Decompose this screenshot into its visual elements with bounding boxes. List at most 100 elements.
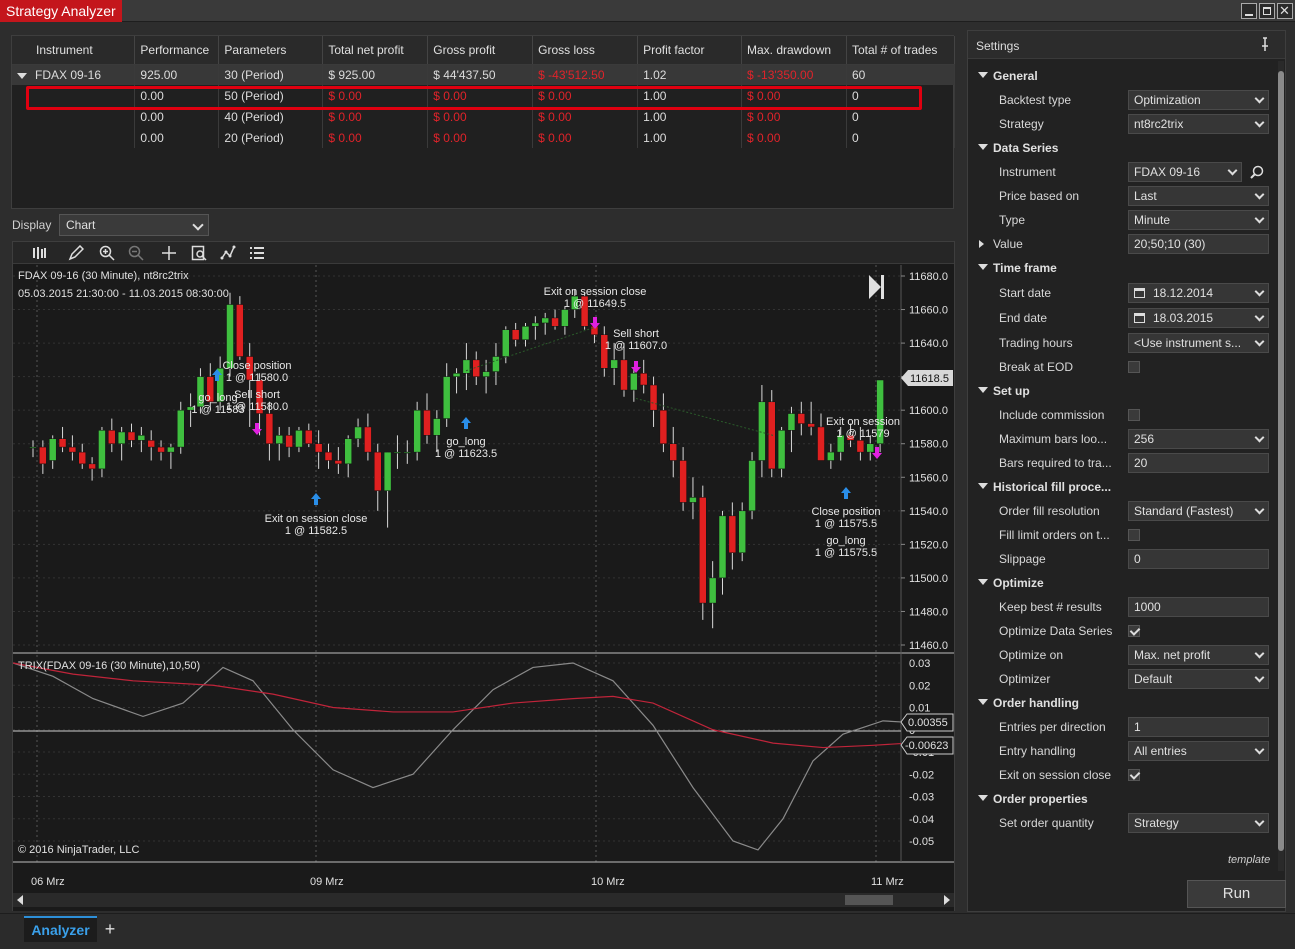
candle-body [876, 379, 884, 444]
property-input[interactable]: 20;50;10 (30) [1128, 234, 1269, 254]
category-label[interactable]: Time frame [993, 261, 1057, 275]
expand-triangle-icon[interactable] [17, 72, 27, 79]
collapse-triangle-icon[interactable] [978, 483, 988, 489]
net-profit-cell: $ 0.00 [322, 127, 429, 148]
close-button[interactable]: ✕ [1277, 3, 1293, 19]
property-select[interactable]: Standard (Fastest) [1128, 501, 1269, 521]
property-select[interactable]: <Use instrument s... [1128, 333, 1269, 353]
performance-cell: 0.00 [134, 85, 220, 106]
collapse-triangle-icon[interactable] [978, 264, 988, 270]
property-checkbox[interactable] [1128, 529, 1140, 541]
run-button[interactable]: Run [1187, 880, 1286, 908]
strategies-icon[interactable] [220, 245, 236, 261]
zoom-in-icon[interactable] [99, 245, 115, 261]
pin-icon[interactable] [1260, 37, 1270, 54]
category-label[interactable]: Set up [993, 384, 1030, 398]
maximize-button[interactable] [1259, 3, 1275, 19]
calendar-icon[interactable] [1134, 313, 1145, 323]
candle-body [305, 430, 313, 444]
property-select[interactable]: Default [1128, 669, 1269, 689]
property-input[interactable]: 0 [1128, 549, 1269, 569]
pencil-icon[interactable] [68, 244, 85, 261]
x-tick-label: 09 Mrz [310, 876, 344, 888]
col-total-trades[interactable]: Total # of trades [846, 36, 956, 65]
collapse-triangle-icon[interactable] [978, 144, 988, 150]
property-label: Bars required to tra... [999, 456, 1112, 470]
property-checkbox[interactable] [1128, 625, 1140, 637]
col-gross-profit[interactable]: Gross profit [427, 36, 534, 65]
col-instrument[interactable]: Instrument [12, 36, 136, 65]
search-icon[interactable] [1250, 165, 1264, 182]
property-select[interactable]: 256 [1128, 429, 1269, 449]
property-checkbox[interactable] [1128, 409, 1140, 421]
minimize-button[interactable] [1241, 3, 1257, 19]
col-gross-loss[interactable]: Gross loss [532, 36, 639, 65]
collapse-triangle-icon[interactable] [978, 72, 988, 78]
table-row[interactable]: 0.00 40 (Period) $ 0.00 $ 0.00 $ 0.00 1.… [12, 106, 956, 127]
property-select[interactable]: Minute [1128, 210, 1269, 230]
candlestick-series [29, 289, 884, 629]
collapse-triangle-icon[interactable] [978, 795, 988, 801]
property-input[interactable]: 20 [1128, 453, 1269, 473]
property-select[interactable]: Max. net profit [1128, 645, 1269, 665]
col-parameters[interactable]: Parameters [218, 36, 324, 65]
property-select[interactable]: Optimization [1128, 90, 1269, 110]
gross-loss-cell: $ -43'512.50 [532, 64, 639, 85]
category-label[interactable]: Data Series [993, 141, 1059, 155]
trix-tick-label: -0.04 [909, 814, 934, 826]
property-select[interactable]: FDAX 09-16 [1128, 162, 1242, 182]
property-select[interactable]: 18.03.2015 [1128, 308, 1269, 328]
table-row[interactable]: 0.00 20 (Period) $ 0.00 $ 0.00 $ 0.00 1.… [12, 127, 956, 148]
property-label: Type [999, 213, 1026, 227]
col-performance[interactable]: Performance [134, 36, 220, 65]
display-select[interactable]: Chart [59, 214, 209, 236]
property-input[interactable]: 1000 [1128, 597, 1269, 617]
settings-scrollbar[interactable] [1278, 61, 1284, 871]
crosshair-icon[interactable] [161, 245, 177, 261]
chart-panel[interactable]: Exit on session close 1 @ 11649.5 Sell sho… [12, 241, 955, 911]
col-max-drawdown[interactable]: Max. drawdown [741, 36, 847, 65]
property-value: Max. net profit [1134, 648, 1211, 662]
property-select[interactable]: Strategy [1128, 813, 1269, 833]
data-box-icon[interactable] [191, 245, 207, 261]
category-label[interactable]: Optimize [993, 576, 1044, 590]
bar-style-icon[interactable] [31, 245, 47, 261]
property-label: Slippage [999, 552, 1046, 566]
property-select[interactable]: 18.12.2014 [1128, 283, 1269, 303]
scroll-to-end-icon[interactable] [869, 275, 884, 299]
price-tick-label: 11680.0 [909, 271, 948, 283]
property-select[interactable]: All entries [1128, 741, 1269, 761]
properties-list-icon[interactable] [249, 245, 265, 261]
candle-body [88, 463, 96, 470]
category-label[interactable]: Order handling [993, 696, 1080, 710]
property-checkbox[interactable] [1128, 361, 1140, 373]
property-value: Minute [1134, 213, 1171, 227]
chart-scrollbar[interactable] [13, 893, 954, 907]
expand-arrow-icon[interactable] [979, 240, 984, 248]
category-label[interactable]: Historical fill proce... [993, 480, 1112, 494]
property-select[interactable]: nt8rc2trix [1128, 114, 1269, 134]
candle-body [521, 326, 530, 340]
zoom-out-icon[interactable] [128, 245, 144, 261]
collapse-triangle-icon[interactable] [978, 387, 988, 393]
tab-analyzer[interactable]: Analyzer [24, 916, 97, 942]
category-label[interactable]: Order properties [993, 792, 1088, 806]
scroll-thumb[interactable] [1278, 71, 1284, 851]
add-tab-button[interactable]: + [104, 919, 116, 939]
property-select[interactable]: Last [1128, 186, 1269, 206]
property-checkbox[interactable] [1128, 769, 1140, 781]
col-profit-factor[interactable]: Profit factor [637, 36, 743, 65]
col-net-profit[interactable]: Total net profit [322, 36, 429, 65]
table-row[interactable]: FDAX 09-16 925.00 30 (Period) $ 925.00 $… [12, 64, 956, 85]
settings-property: Break at EOD [968, 355, 1273, 379]
collapse-triangle-icon[interactable] [978, 579, 988, 585]
calendar-icon[interactable] [1134, 288, 1145, 298]
property-input[interactable]: 1 [1128, 717, 1269, 737]
table-row[interactable]: 0.00 50 (Period) $ 0.00 $ 0.00 $ 0.00 1.… [12, 85, 956, 106]
template-link[interactable]: template [1228, 854, 1271, 866]
trix-tick-label: -0.02 [909, 769, 934, 781]
annotation-text: go_long [826, 535, 865, 547]
collapse-triangle-icon[interactable] [978, 699, 988, 705]
category-label[interactable]: General [993, 69, 1038, 83]
